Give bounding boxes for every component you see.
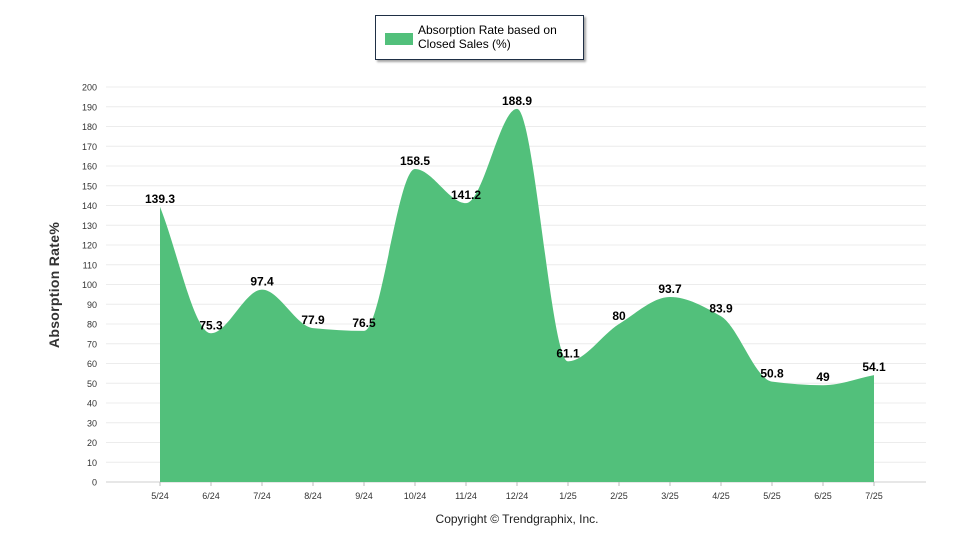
x-tick-label: 5/25 xyxy=(763,491,781,501)
data-label: 188.9 xyxy=(502,94,532,108)
y-tick-label: 30 xyxy=(87,418,97,428)
y-tick-label: 170 xyxy=(82,142,97,152)
x-tick-label: 7/25 xyxy=(865,491,883,501)
y-tick-label: 100 xyxy=(82,280,97,290)
copyright-text: Copyright © Trendgraphix, Inc. xyxy=(435,512,599,526)
series-area-fill xyxy=(160,108,874,483)
x-tick-label: 9/24 xyxy=(355,491,373,501)
y-tick-label: 180 xyxy=(82,122,97,132)
data-label: 49 xyxy=(816,370,830,384)
y-tick-label: 40 xyxy=(87,399,97,409)
legend-swatch xyxy=(385,33,413,45)
y-tick-label: 190 xyxy=(82,102,97,112)
series-area xyxy=(160,108,874,483)
y-tick-label: 60 xyxy=(87,359,97,369)
data-label: 93.7 xyxy=(658,282,682,296)
legend-label: Absorption Rate based on Closed Sales (%… xyxy=(418,23,557,51)
y-tick-label: 20 xyxy=(87,438,97,448)
x-tick-label: 6/25 xyxy=(814,491,832,501)
y-tick-label: 120 xyxy=(82,241,97,251)
y-tick-label: 80 xyxy=(87,320,97,330)
data-label: 139.3 xyxy=(145,192,175,206)
data-label: 141.2 xyxy=(451,188,481,202)
x-tick-label: 3/25 xyxy=(661,491,679,501)
x-tick-label: 8/24 xyxy=(304,491,322,501)
x-tick-label: 6/24 xyxy=(202,491,220,501)
x-tick-label: 10/24 xyxy=(404,491,427,501)
data-label: 158.5 xyxy=(400,154,430,168)
data-label: 61.1 xyxy=(556,346,580,360)
data-label: 76.5 xyxy=(352,316,376,330)
y-tick-label: 140 xyxy=(82,201,97,211)
y-tick-label: 130 xyxy=(82,221,97,231)
data-label: 80 xyxy=(612,309,626,323)
y-tick-label: 10 xyxy=(87,458,97,468)
x-tick-label: 11/24 xyxy=(455,491,477,501)
data-label: 75.3 xyxy=(199,318,223,332)
y-tick-label: 50 xyxy=(87,379,97,389)
y-axis-label: Absorption Rate% xyxy=(46,221,62,349)
x-tick-label: 12/24 xyxy=(506,491,529,501)
data-label: 54.1 xyxy=(862,360,886,374)
y-tick-label: 0 xyxy=(92,478,97,488)
x-tick-label: 2/25 xyxy=(610,491,628,501)
y-tick-labels: 0 10 20 30 40 50 60 70 80 90 100 110 120 130 140 150 160… xyxy=(82,83,97,488)
data-label: 77.9 xyxy=(301,313,325,327)
legend: Absorption Rate based on Closed Sales (%… xyxy=(375,15,584,60)
y-tick-label: 110 xyxy=(83,260,97,270)
y-tick-label: 160 xyxy=(82,162,97,172)
y-tick-label: 90 xyxy=(87,300,97,310)
x-tick-label: 1/25 xyxy=(559,491,577,501)
y-tick-label: 200 xyxy=(82,83,97,93)
x-tick-label: 7/24 xyxy=(253,491,271,501)
x-tick-labels: 5/24 6/24 7/24 8/24 9/24 10/24 11/24 12/24 1/25 2… xyxy=(151,482,883,501)
data-label: 50.8 xyxy=(760,367,784,381)
data-label: 83.9 xyxy=(709,301,733,315)
y-tick-label: 150 xyxy=(82,181,97,191)
data-label: 97.4 xyxy=(250,275,274,289)
x-tick-label: 5/24 xyxy=(151,491,169,501)
data-labels: 139.3 75.3 97.4 77.9 76.5 158.5 141.2 188.9 61.1… xyxy=(145,94,886,384)
y-tick-label: 70 xyxy=(87,339,97,349)
x-tick-label: 4/25 xyxy=(712,491,730,501)
